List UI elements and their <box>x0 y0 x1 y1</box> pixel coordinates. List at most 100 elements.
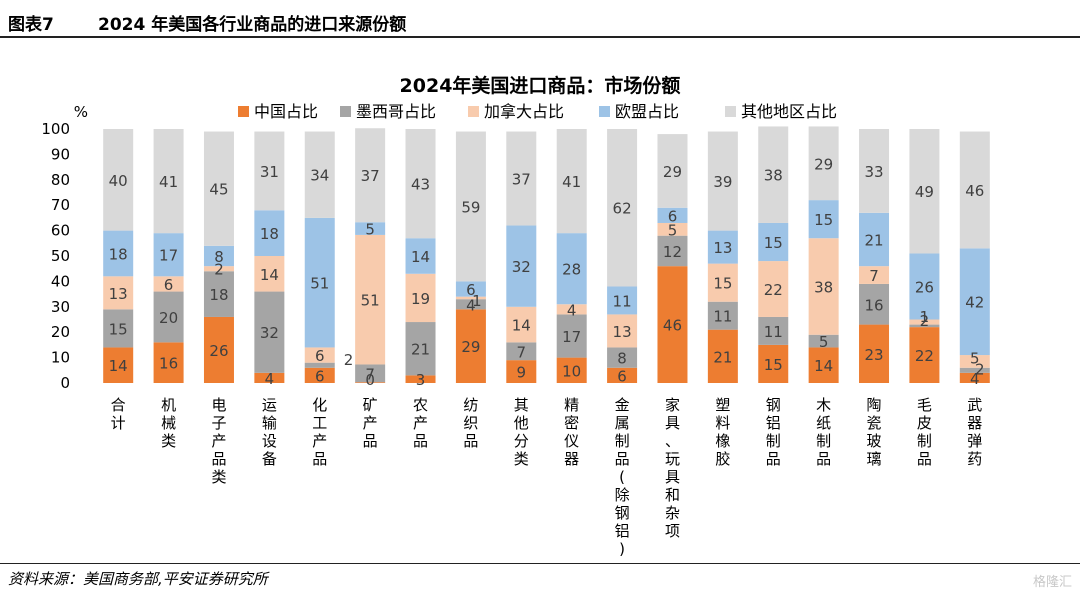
data-label: 4 <box>265 370 275 388</box>
data-label: 4 <box>567 301 577 319</box>
bar-segment <box>758 316 789 345</box>
bar-segment <box>455 131 486 282</box>
bar-segment <box>909 327 940 383</box>
data-label: 41 <box>159 173 178 191</box>
bar-segment <box>909 253 940 320</box>
data-label: 15 <box>713 275 732 293</box>
x-tick-label: 精密仪器 <box>564 396 579 468</box>
bar-segment <box>203 266 234 272</box>
bar-segment <box>808 334 839 348</box>
bar-segment <box>758 126 789 223</box>
data-label: 49 <box>915 183 934 201</box>
data-label: 1 <box>472 292 482 310</box>
data-label: 5 <box>668 221 678 239</box>
data-label: 37 <box>361 167 380 185</box>
data-label: 32 <box>512 258 531 276</box>
x-tick-label: 塑料橡胶 <box>715 396 730 468</box>
bar-segment <box>304 217 335 348</box>
data-label: 13 <box>613 323 632 341</box>
bar-segment <box>254 210 285 256</box>
data-label: 33 <box>864 163 883 181</box>
x-tick-label: 矿产品 <box>363 396 378 450</box>
x-tick-label: 木纸制品 <box>816 396 831 468</box>
x-tick-label: 家具、玩具和杂项 <box>665 396 680 540</box>
bar-segment <box>355 234 386 365</box>
chart-title: 2024年美国进口商品：市场份额 <box>400 74 681 97</box>
data-label: 2 <box>344 351 354 369</box>
data-label: 16 <box>159 355 178 373</box>
x-tick-label: 纺织品 <box>463 396 478 450</box>
legend-label: 加拿大占比 <box>484 102 564 121</box>
bar-segment <box>758 222 789 262</box>
data-label: 6 <box>315 347 325 365</box>
bar-segment <box>808 238 839 335</box>
bar-segment <box>707 230 738 264</box>
bar-segment <box>959 248 990 356</box>
data-label: 6 <box>466 281 476 299</box>
y-tick-label: 20 <box>51 323 70 341</box>
bar-segment <box>859 129 890 213</box>
bar-segment <box>103 347 134 383</box>
bar-segment <box>506 360 537 383</box>
bar-segment <box>405 322 436 376</box>
bar-segment <box>153 233 184 277</box>
bar-segment <box>556 233 587 305</box>
data-label: 2 <box>214 261 224 279</box>
data-label: 31 <box>260 163 279 181</box>
data-label: 22 <box>764 281 783 299</box>
bar-segment <box>707 131 738 231</box>
bar-segment <box>304 367 335 383</box>
bar-segment <box>153 129 184 234</box>
bar-segment <box>203 316 234 383</box>
data-label: 14 <box>411 248 430 266</box>
data-label: 13 <box>109 285 128 303</box>
header-rule <box>0 36 1080 38</box>
x-tick-label: 合计 <box>111 396 126 432</box>
data-label: 38 <box>764 167 783 185</box>
bar-segment <box>556 129 587 234</box>
bar-segment <box>355 382 386 383</box>
data-label: 6 <box>668 207 678 225</box>
bar-segment <box>607 367 638 383</box>
data-label: 7 <box>365 365 375 383</box>
data-label: 3 <box>416 371 426 389</box>
y-tick-label: 0 <box>60 374 70 392</box>
bar-segment <box>859 212 890 267</box>
data-label: 29 <box>663 163 682 181</box>
legend-swatch <box>238 106 249 117</box>
x-tick-label: 电子产品类 <box>211 396 226 486</box>
y-tick-label: 60 <box>51 222 70 240</box>
x-tick-label: 化工产品 <box>312 396 327 468</box>
bar-segment <box>506 342 537 361</box>
data-label: 32 <box>260 324 279 342</box>
data-label: 18 <box>260 225 279 243</box>
data-label: 6 <box>617 367 627 385</box>
x-tick-label: 农产品 <box>413 396 428 450</box>
data-label: 6 <box>315 367 325 385</box>
data-label: 0 <box>365 371 375 389</box>
data-label: 39 <box>713 173 732 191</box>
bar-segment <box>657 207 688 223</box>
data-label: 15 <box>764 356 783 374</box>
bar-segment <box>909 319 940 325</box>
data-label: 19 <box>411 290 430 308</box>
data-label: 26 <box>209 342 228 360</box>
legend-swatch <box>340 106 351 117</box>
data-label: 2 <box>920 312 930 330</box>
bar-segment <box>506 225 537 307</box>
data-label: 18 <box>109 245 128 263</box>
bar-segment <box>607 314 638 348</box>
bar-segment <box>657 134 688 208</box>
y-tick-label: 100 <box>41 120 70 138</box>
data-label: 8 <box>617 350 627 368</box>
bar-segment <box>959 131 990 249</box>
bar-segment <box>758 261 789 317</box>
data-label: 14 <box>512 317 531 335</box>
bar-segment <box>607 286 638 315</box>
data-label: 4 <box>970 370 980 388</box>
data-label: 5 <box>970 349 980 367</box>
bar-segment <box>103 129 134 231</box>
bar-segment <box>103 276 134 310</box>
data-label: 4 <box>466 296 476 314</box>
bar-segment <box>556 357 587 383</box>
